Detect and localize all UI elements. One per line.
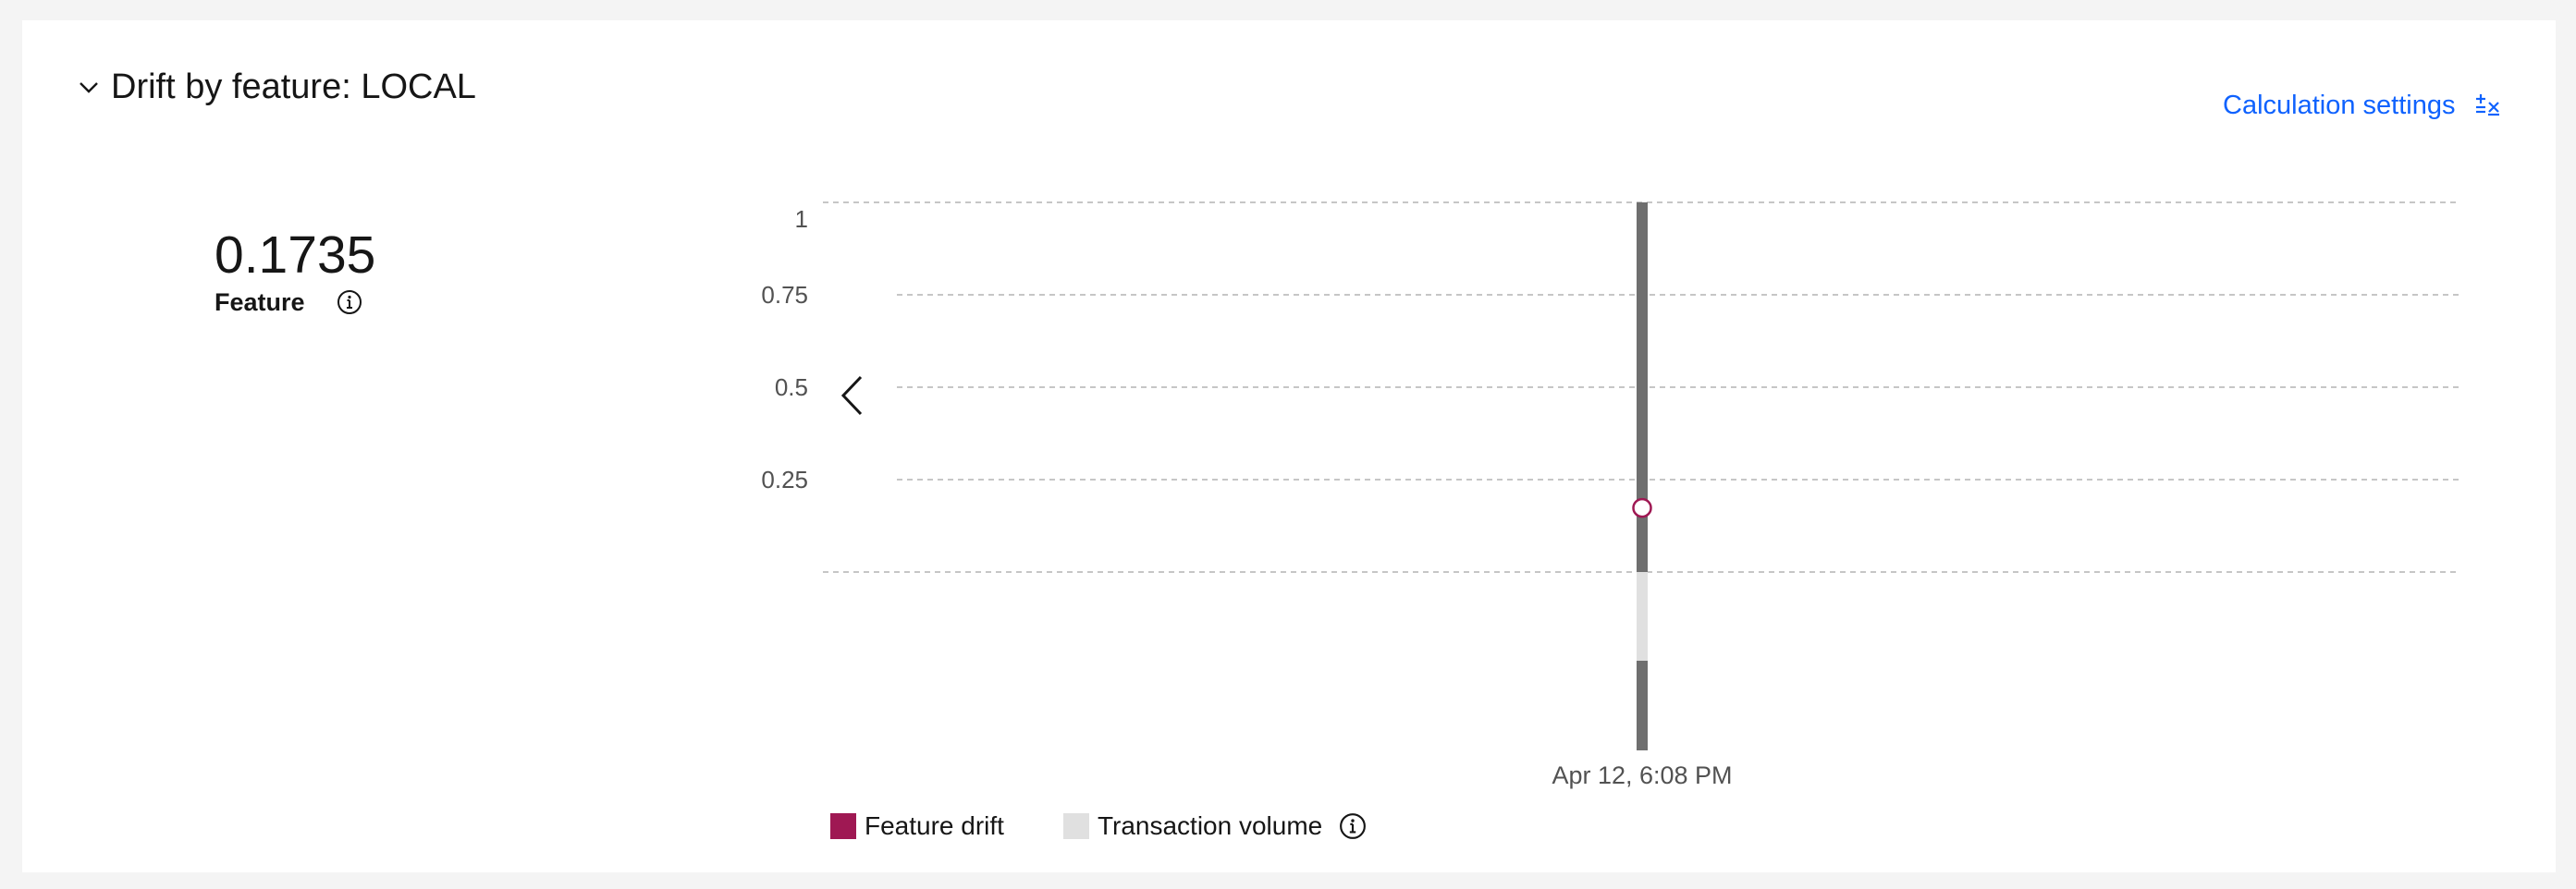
section-title: Drift by feature: LOCAL: [111, 67, 476, 106]
info-icon: [1340, 813, 1367, 839]
chevron-down-icon: [80, 82, 98, 93]
metric-value: 0.1735: [215, 225, 376, 285]
y-tick-label: 0.5: [775, 373, 808, 401]
volume-bar-lower: [1637, 661, 1648, 750]
x-axis-ticks: Apr 12, 6:08 PM: [1552, 761, 1732, 789]
x-tick-label: Apr 12, 6:08 PM: [1552, 761, 1732, 789]
y-tick-label: 1: [795, 205, 808, 233]
drift-chart: 1 0.75 0.5 0.25 Apr 12, 6:08 PM: [761, 201, 2459, 789]
info-icon: [337, 290, 362, 314]
drift-points: [1632, 497, 1652, 518]
chart-previous-button[interactable]: [832, 366, 873, 425]
y-tick-label: 0.25: [761, 466, 808, 493]
metric-info-icon[interactable]: [337, 289, 362, 315]
feature-metric: 0.1735 Feature: [215, 225, 375, 318]
calculation-settings-label: Calculation settings: [2223, 91, 2456, 120]
y-tick-label: 0.75: [761, 281, 808, 309]
drift-data-point[interactable]: [1632, 497, 1652, 518]
calculation-settings-icon: [2476, 94, 2500, 116]
legend-swatch-transaction-volume: [1062, 813, 1089, 839]
legend-info-icon[interactable]: [1339, 812, 1367, 840]
legend-label-feature-drift: Feature drift: [865, 811, 1004, 840]
volume-bars: [1637, 202, 1648, 750]
legend-label-transaction-volume: Transaction volume: [1097, 811, 1323, 840]
chart-legend: Feature drift Transaction volume: [830, 811, 1367, 841]
legend-item-transaction-volume: Transaction volume: [1062, 811, 1323, 841]
calculation-settings-link[interactable]: Calculation settings: [2223, 89, 2500, 122]
y-axis-ticks: 1 0.75 0.5 0.25: [761, 205, 808, 493]
volume-bar-light: [1637, 572, 1648, 661]
chevron-left-icon: [840, 375, 863, 416]
legend-swatch-feature-drift: [830, 813, 856, 839]
drift-by-feature-card: Drift by feature: LOCAL Calculation sett…: [22, 20, 2556, 872]
legend-item-feature-drift: Feature drift: [830, 811, 1004, 841]
collapse-toggle-button[interactable]: [72, 70, 105, 104]
volume-bar-upper: [1637, 202, 1648, 572]
metric-label: Feature: [215, 288, 305, 316]
